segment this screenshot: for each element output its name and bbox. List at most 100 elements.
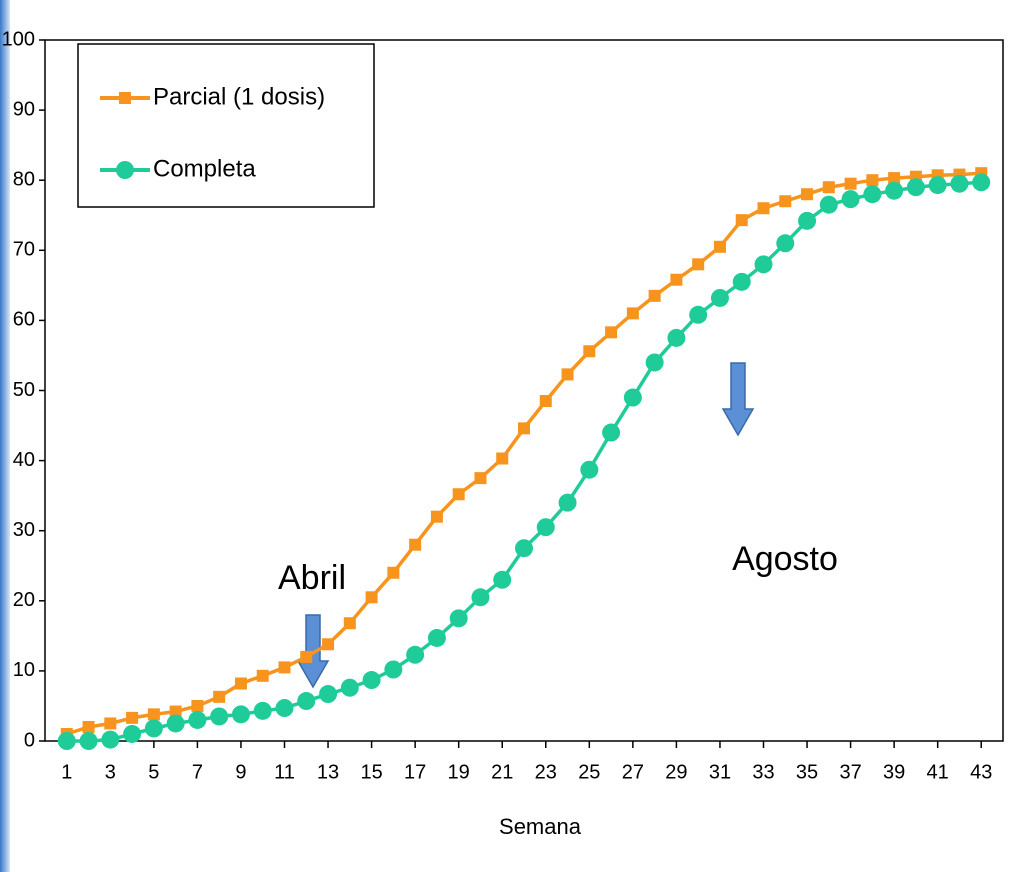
marker (863, 185, 882, 204)
marker (866, 174, 879, 187)
marker (147, 708, 160, 721)
y-tick-label: 40 (13, 449, 35, 471)
marker (409, 538, 422, 551)
marker (256, 669, 269, 682)
marker (667, 328, 686, 347)
y-tick-label: 70 (13, 239, 35, 261)
marker (119, 92, 131, 104)
marker (776, 234, 795, 253)
marker (623, 388, 642, 407)
marker (188, 710, 207, 729)
marker (253, 701, 272, 720)
x-tick-label: 41 (927, 761, 949, 783)
annotation: Agosto (732, 540, 838, 578)
marker (213, 690, 226, 703)
marker (101, 730, 120, 749)
marker (689, 305, 708, 324)
marker (104, 717, 117, 730)
marker (169, 705, 182, 718)
marker (300, 650, 313, 663)
marker (234, 677, 247, 690)
marker (493, 570, 512, 589)
marker (558, 493, 577, 512)
marker (754, 255, 773, 274)
marker (539, 395, 552, 408)
marker (819, 195, 838, 214)
x-tick-label: 43 (970, 761, 992, 783)
y-tick-label: 10 (13, 659, 35, 681)
marker (844, 177, 857, 190)
marker (166, 714, 185, 733)
marker (779, 195, 792, 208)
marker (757, 202, 770, 215)
x-axis-title: Semana (499, 814, 582, 839)
marker (950, 174, 969, 193)
y-tick-label: 30 (13, 519, 35, 541)
marker (735, 214, 748, 227)
x-tick-label: 15 (360, 761, 382, 783)
marker (191, 699, 204, 712)
marker (515, 539, 533, 558)
marker (343, 617, 356, 630)
y-tick-label: 50 (13, 379, 35, 401)
x-tick-label: 7 (192, 761, 203, 783)
marker (798, 211, 817, 230)
x-tick-label: 13 (317, 761, 339, 783)
legend-box (77, 43, 375, 208)
x-tick-label: 5 (148, 761, 159, 783)
marker (580, 460, 599, 479)
marker (322, 638, 335, 651)
marker (297, 692, 316, 711)
marker (79, 732, 98, 750)
marker (561, 368, 574, 381)
marker (471, 588, 490, 607)
marker (648, 289, 661, 302)
marker (449, 609, 468, 628)
marker (427, 628, 446, 647)
marker (278, 661, 291, 674)
marker (144, 719, 163, 738)
x-tick-label: 31 (709, 761, 731, 783)
marker (231, 705, 250, 724)
marker (801, 188, 814, 201)
marker (626, 307, 639, 320)
annotation: Abril (278, 559, 346, 597)
marker (116, 161, 134, 179)
marker (365, 591, 378, 604)
y-tick-label: 100 (2, 28, 35, 50)
marker (536, 518, 555, 537)
marker (605, 326, 618, 339)
marker (906, 178, 925, 197)
marker (384, 660, 403, 679)
marker (82, 720, 95, 733)
x-tick-label: 39 (883, 761, 905, 783)
marker (822, 181, 835, 194)
marker (888, 172, 901, 185)
legend-label: Completa (153, 155, 256, 182)
x-tick-label: 17 (404, 761, 426, 783)
marker (692, 258, 705, 271)
marker (841, 190, 860, 209)
marker (645, 353, 664, 372)
marker (452, 488, 465, 501)
x-tick-label: 35 (796, 761, 818, 783)
marker (340, 678, 359, 697)
x-tick-label: 23 (535, 761, 557, 783)
marker (430, 510, 443, 523)
x-tick-label: 3 (105, 761, 116, 783)
marker (732, 272, 751, 291)
marker (928, 176, 947, 195)
marker (275, 699, 294, 718)
marker (406, 645, 425, 664)
marker (123, 724, 142, 743)
marker (210, 707, 229, 726)
marker (57, 732, 76, 750)
y-tick-label: 0 (24, 729, 35, 751)
arrow (721, 362, 755, 437)
marker (319, 685, 338, 704)
x-tick-label: 11 (274, 761, 295, 783)
y-tick-label: 20 (13, 589, 35, 611)
x-tick-label: 9 (235, 761, 246, 783)
x-tick-label: 37 (839, 761, 861, 783)
x-tick-label: 21 (491, 761, 513, 783)
